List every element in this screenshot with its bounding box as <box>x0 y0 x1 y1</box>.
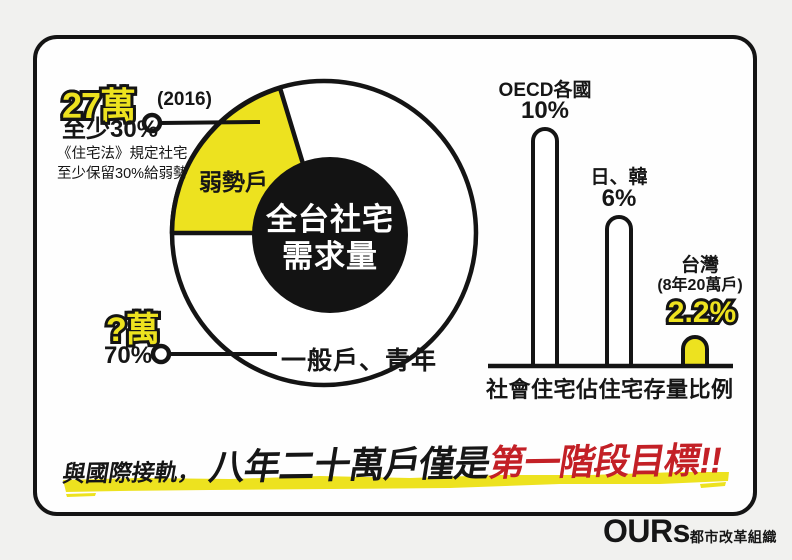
general-share: 70% <box>104 342 153 369</box>
headline-main: 八年二十萬戶僅是 <box>206 442 493 488</box>
slice-label-general: 一般戶、青年 <box>281 347 438 375</box>
ours-logo: OURs都市改革組織 <box>603 513 777 550</box>
bar-axis-label: 社會住宅佔住宅存量比例 <box>486 377 734 402</box>
ours-logo-text: OURs <box>603 513 690 549</box>
bar-sublabel-taiwan: (8年20萬戶) <box>657 277 743 294</box>
housing-act-note-line2: 至少保留30%給弱勢 <box>57 166 188 182</box>
vulnerable-amount: 27萬 27萬 <box>59 82 139 129</box>
pie-center-title: 全台社宅 需求量 <box>230 201 430 275</box>
housing-act-note-line1: 《住宅法》規定社宅 <box>57 146 188 162</box>
bar-value-oecd: 10% <box>520 97 570 124</box>
headline: 與國際接軌， 八年二十萬戶僅是 第一階段目標!! <box>61 431 725 492</box>
slice-label-vulnerable: 弱勢戶 <box>199 169 268 195</box>
headline-prefix: 與國際接軌， <box>60 458 203 487</box>
bar-label-japan-korea: 日、韓 <box>590 167 648 188</box>
pie-center-title-line2: 需求量 <box>282 239 378 274</box>
vulnerable-year: (2016) <box>157 89 212 110</box>
headline-highlight: 第一階段目標!! <box>486 439 725 484</box>
bar-value-japan-korea: 6% <box>601 185 637 212</box>
bar-label-oecd: OECD各國 <box>498 80 592 101</box>
general-amount: ?萬 ?萬 <box>103 308 163 352</box>
vulnerable-share: 至少30% <box>62 116 159 143</box>
pie-center-title-line1: 全台社宅 <box>266 202 394 237</box>
ours-org-name: 都市改革組織 <box>689 529 777 545</box>
housing-act-note: 《住宅法》規定社宅 至少保留30%給弱勢 <box>57 144 188 184</box>
bar-label-taiwan: 台灣 <box>680 255 719 276</box>
bar-value-taiwan: 2.2% 2.2% <box>665 293 739 332</box>
